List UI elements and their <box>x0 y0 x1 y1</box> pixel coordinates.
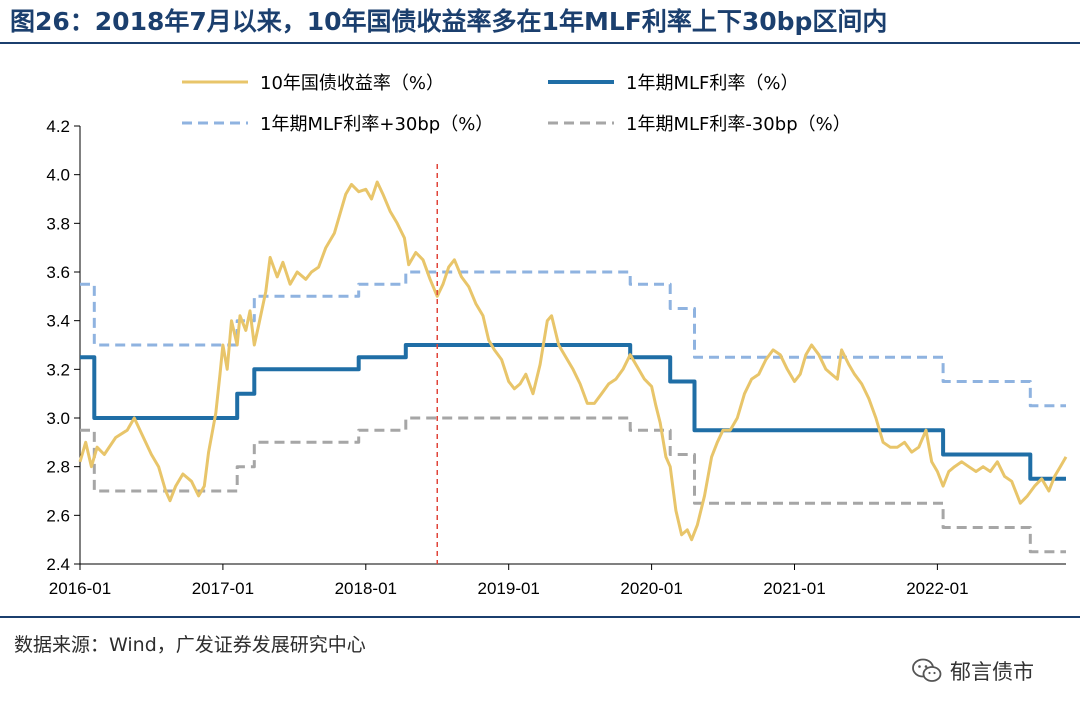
footer-divider <box>0 616 1080 618</box>
y-tick-label: 2.4 <box>46 555 70 574</box>
x-tick-label: 2021-01 <box>763 579 825 598</box>
y-tick-label: 3.6 <box>46 263 70 282</box>
legend-label: 10年国债收益率（%） <box>260 73 444 94</box>
watermark-text: 郁言债市 <box>950 660 1034 684</box>
legend-item: 1年期MLF利率+30bp（%） <box>182 114 493 135</box>
y-tick-label: 4.0 <box>46 166 70 185</box>
legend-item: 10年国债收益率（%） <box>182 73 444 94</box>
series-line-mlf <box>80 343 1066 481</box>
x-tick-label: 2018-01 <box>335 579 397 598</box>
legend-label: 1年期MLF利率-30bp（%） <box>626 114 851 135</box>
page-title: 图26：2018年7月以来，10年国债收益率多在1年MLF利率上下30bp区间内 <box>10 7 888 36</box>
y-tick-label: 3.8 <box>46 214 70 233</box>
title-divider <box>0 42 1080 44</box>
legend-label: 1年期MLF利率（%） <box>626 73 798 94</box>
source-note: 数据来源：Wind，广发证券发展研究中心 <box>14 634 366 656</box>
x-axis: 2016-01 2017-01 2018-01 2019-01 2020-01 2021-… <box>49 563 1066 598</box>
legend-item: 1年期MLF利率（%） <box>548 73 798 94</box>
y-tick-label: 2.8 <box>46 458 70 477</box>
x-tick-label: 2016-01 <box>49 579 111 598</box>
x-tick-label: 2020-01 <box>620 579 682 598</box>
series-line-yield <box>78 180 1068 542</box>
legend-label: 1年期MLF利率+30bp（%） <box>260 114 493 135</box>
y-axis: 2.4 2.6 2.8 3.0 3.2 3.4 3.6 3.8 4.0 4.2 <box>46 117 81 574</box>
x-tick-label: 2019-01 <box>478 579 540 598</box>
chart-legend: 10年国债收益率（%） 1年期MLF利率（%） 1年期MLF利率+30bp（%） 1年… <box>182 73 851 135</box>
legend-item: 1年期MLF利率-30bp（%） <box>548 114 851 135</box>
line-chart: 10年国债收益率（%） 1年期MLF利率（%） 1年期MLF利率+30bp（%） 1年… <box>46 73 1068 598</box>
y-tick-label: 3.2 <box>46 360 70 379</box>
y-tick-label: 2.6 <box>46 506 70 525</box>
wechat-icon <box>912 658 942 682</box>
y-tick-label: 3.4 <box>46 312 70 331</box>
series-line-mlf-plus <box>80 270 1066 408</box>
series-layer <box>78 164 1068 564</box>
x-tick-label: 2017-01 <box>192 579 254 598</box>
series-line-mlf-minus <box>80 416 1066 554</box>
y-tick-label: 4.2 <box>46 117 70 136</box>
x-tick-label: 2022-01 <box>906 579 968 598</box>
y-tick-label: 3.0 <box>46 409 70 428</box>
watermark: 郁言债市 <box>912 656 1034 686</box>
